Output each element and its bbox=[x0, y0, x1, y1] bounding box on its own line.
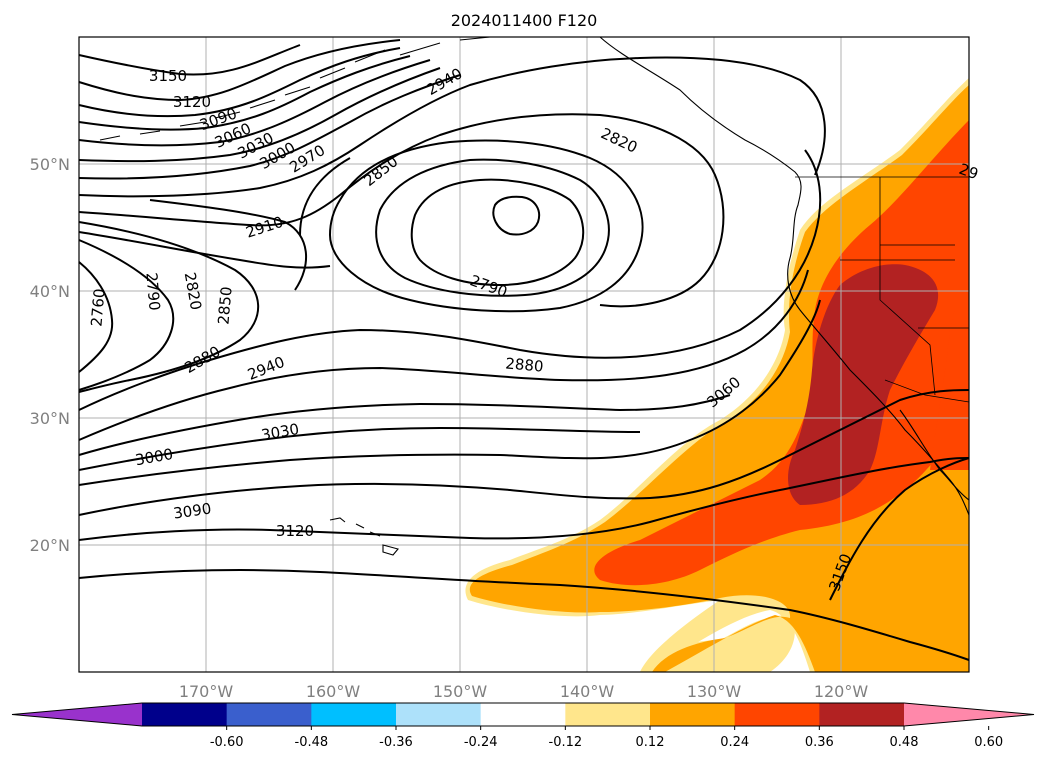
contour-2820-west-trough bbox=[78, 261, 114, 373]
map-panel: 3150 3120 3090 3060 3030 3000 2970 2940 … bbox=[78, 36, 981, 673]
contour-3090-west bbox=[78, 47, 401, 118]
anomaly-shading bbox=[465, 78, 969, 672]
contour-2760-center bbox=[492, 195, 541, 236]
contour-2850-west-trough bbox=[78, 239, 175, 391]
anomaly-fill-036-east bbox=[930, 280, 969, 470]
colorbar-segment bbox=[142, 703, 228, 726]
colorbar-extend-low bbox=[12, 703, 142, 726]
contour-2880 bbox=[78, 231, 331, 269]
lat-label: 50°N bbox=[30, 155, 70, 174]
lon-label: 140°W bbox=[560, 682, 615, 701]
contour-3150-east bbox=[829, 457, 970, 601]
colorbar-segment bbox=[480, 703, 566, 726]
lon-label: 170°W bbox=[179, 682, 234, 701]
contour-label: 2880 bbox=[505, 354, 545, 375]
contour-2790-ring bbox=[410, 178, 585, 287]
border-states-west bbox=[840, 177, 969, 396]
colorbar-tick-label: -0.48 bbox=[295, 735, 329, 750]
contour-3150-west bbox=[78, 44, 301, 76]
contour-3030-south bbox=[78, 426, 641, 471]
contour-label: 3120 bbox=[276, 522, 314, 540]
anomaly-fill-048 bbox=[788, 264, 939, 505]
lon-label: 160°W bbox=[306, 682, 361, 701]
map-frame bbox=[78, 36, 970, 673]
longitude-labels: 170°W 160°W 150°W 140°W 130°W 120°W bbox=[179, 682, 869, 701]
colorbar-tick-label: -0.36 bbox=[379, 735, 413, 750]
colorbar-tick-label: 0.48 bbox=[890, 735, 919, 750]
latitude-labels: 50°N 40°N 30°N 20°N bbox=[30, 155, 70, 555]
lon-label: 130°W bbox=[687, 682, 742, 701]
colorbar-extend-high bbox=[904, 703, 1034, 726]
contour-3060-west bbox=[78, 55, 411, 131]
colorbar-tick-label: -0.60 bbox=[210, 735, 244, 750]
lat-label: 30°N bbox=[30, 409, 70, 428]
colorbar-segment bbox=[819, 703, 905, 726]
border-us-mexico bbox=[884, 379, 970, 403]
contour-label: 2760 bbox=[87, 288, 108, 328]
colorbar-segment bbox=[565, 703, 651, 726]
colorbar-tick-label: 0.12 bbox=[636, 735, 665, 750]
colorbar-segment bbox=[311, 703, 397, 726]
colorbar-tick-label: -0.12 bbox=[549, 735, 583, 750]
contour-2880-west-trough bbox=[78, 221, 260, 393]
contour-3120-south bbox=[78, 457, 970, 541]
colorbar-tick-label: 0.36 bbox=[805, 735, 834, 750]
anomaly-fill-030 bbox=[469, 85, 969, 672]
contour-label: 3120 bbox=[173, 93, 211, 111]
contour-label: 2850 bbox=[214, 286, 235, 326]
contour-2880-south bbox=[78, 149, 822, 411]
contour-2910-west bbox=[149, 199, 308, 291]
contour-3060-south bbox=[78, 299, 821, 486]
colorbar-tick-label: 0.24 bbox=[720, 735, 749, 750]
colorbar: -0.60 -0.48 -0.36 -0.24 -0.12 0.12 0.24 0.36 0.4… bbox=[11, 702, 1035, 750]
contour-2910 bbox=[78, 113, 725, 308]
contour-2940-south bbox=[78, 269, 809, 441]
coastline-north-america bbox=[599, 36, 970, 516]
colorbar-tick-label: 0.60 bbox=[974, 735, 1003, 750]
contour-3090-south bbox=[78, 389, 970, 516]
contour-3120-west bbox=[78, 39, 401, 102]
coastline-hawaii bbox=[329, 517, 399, 556]
contour-2940-northwest bbox=[78, 56, 826, 198]
colorbar-segment bbox=[734, 703, 820, 726]
colorbar-segment bbox=[396, 703, 482, 726]
contour-label: 3090 bbox=[172, 499, 212, 522]
lat-label: 40°N bbox=[30, 282, 70, 301]
lat-label: 20°N bbox=[30, 536, 70, 555]
graticule bbox=[79, 37, 969, 672]
contour-3150-south bbox=[78, 569, 970, 661]
anomaly-fill-036 bbox=[594, 120, 969, 586]
contour-label: 2790 bbox=[142, 272, 163, 312]
colorbar-outline bbox=[11, 702, 1035, 727]
contour-3000-west bbox=[78, 67, 441, 163]
contour-label: 3150 bbox=[149, 67, 187, 85]
coastline-aleutians bbox=[99, 36, 491, 141]
contour-2820-ring bbox=[375, 158, 610, 297]
lon-label: 120°W bbox=[814, 682, 869, 701]
contour-2970-west bbox=[78, 74, 461, 180]
height-contours bbox=[78, 39, 970, 661]
colorbar-segment bbox=[226, 703, 312, 726]
contour-2940-west bbox=[299, 157, 351, 236]
contour-3000-south bbox=[78, 394, 731, 456]
colorbar-segment bbox=[650, 703, 736, 726]
contour-3030-west bbox=[78, 59, 431, 147]
lon-label: 150°W bbox=[433, 682, 488, 701]
map-title: 2024011400 F120 bbox=[451, 11, 598, 30]
contour-2850-ring bbox=[328, 139, 644, 313]
colorbar-tick-label: -0.24 bbox=[464, 735, 498, 750]
coastlines bbox=[99, 36, 970, 556]
